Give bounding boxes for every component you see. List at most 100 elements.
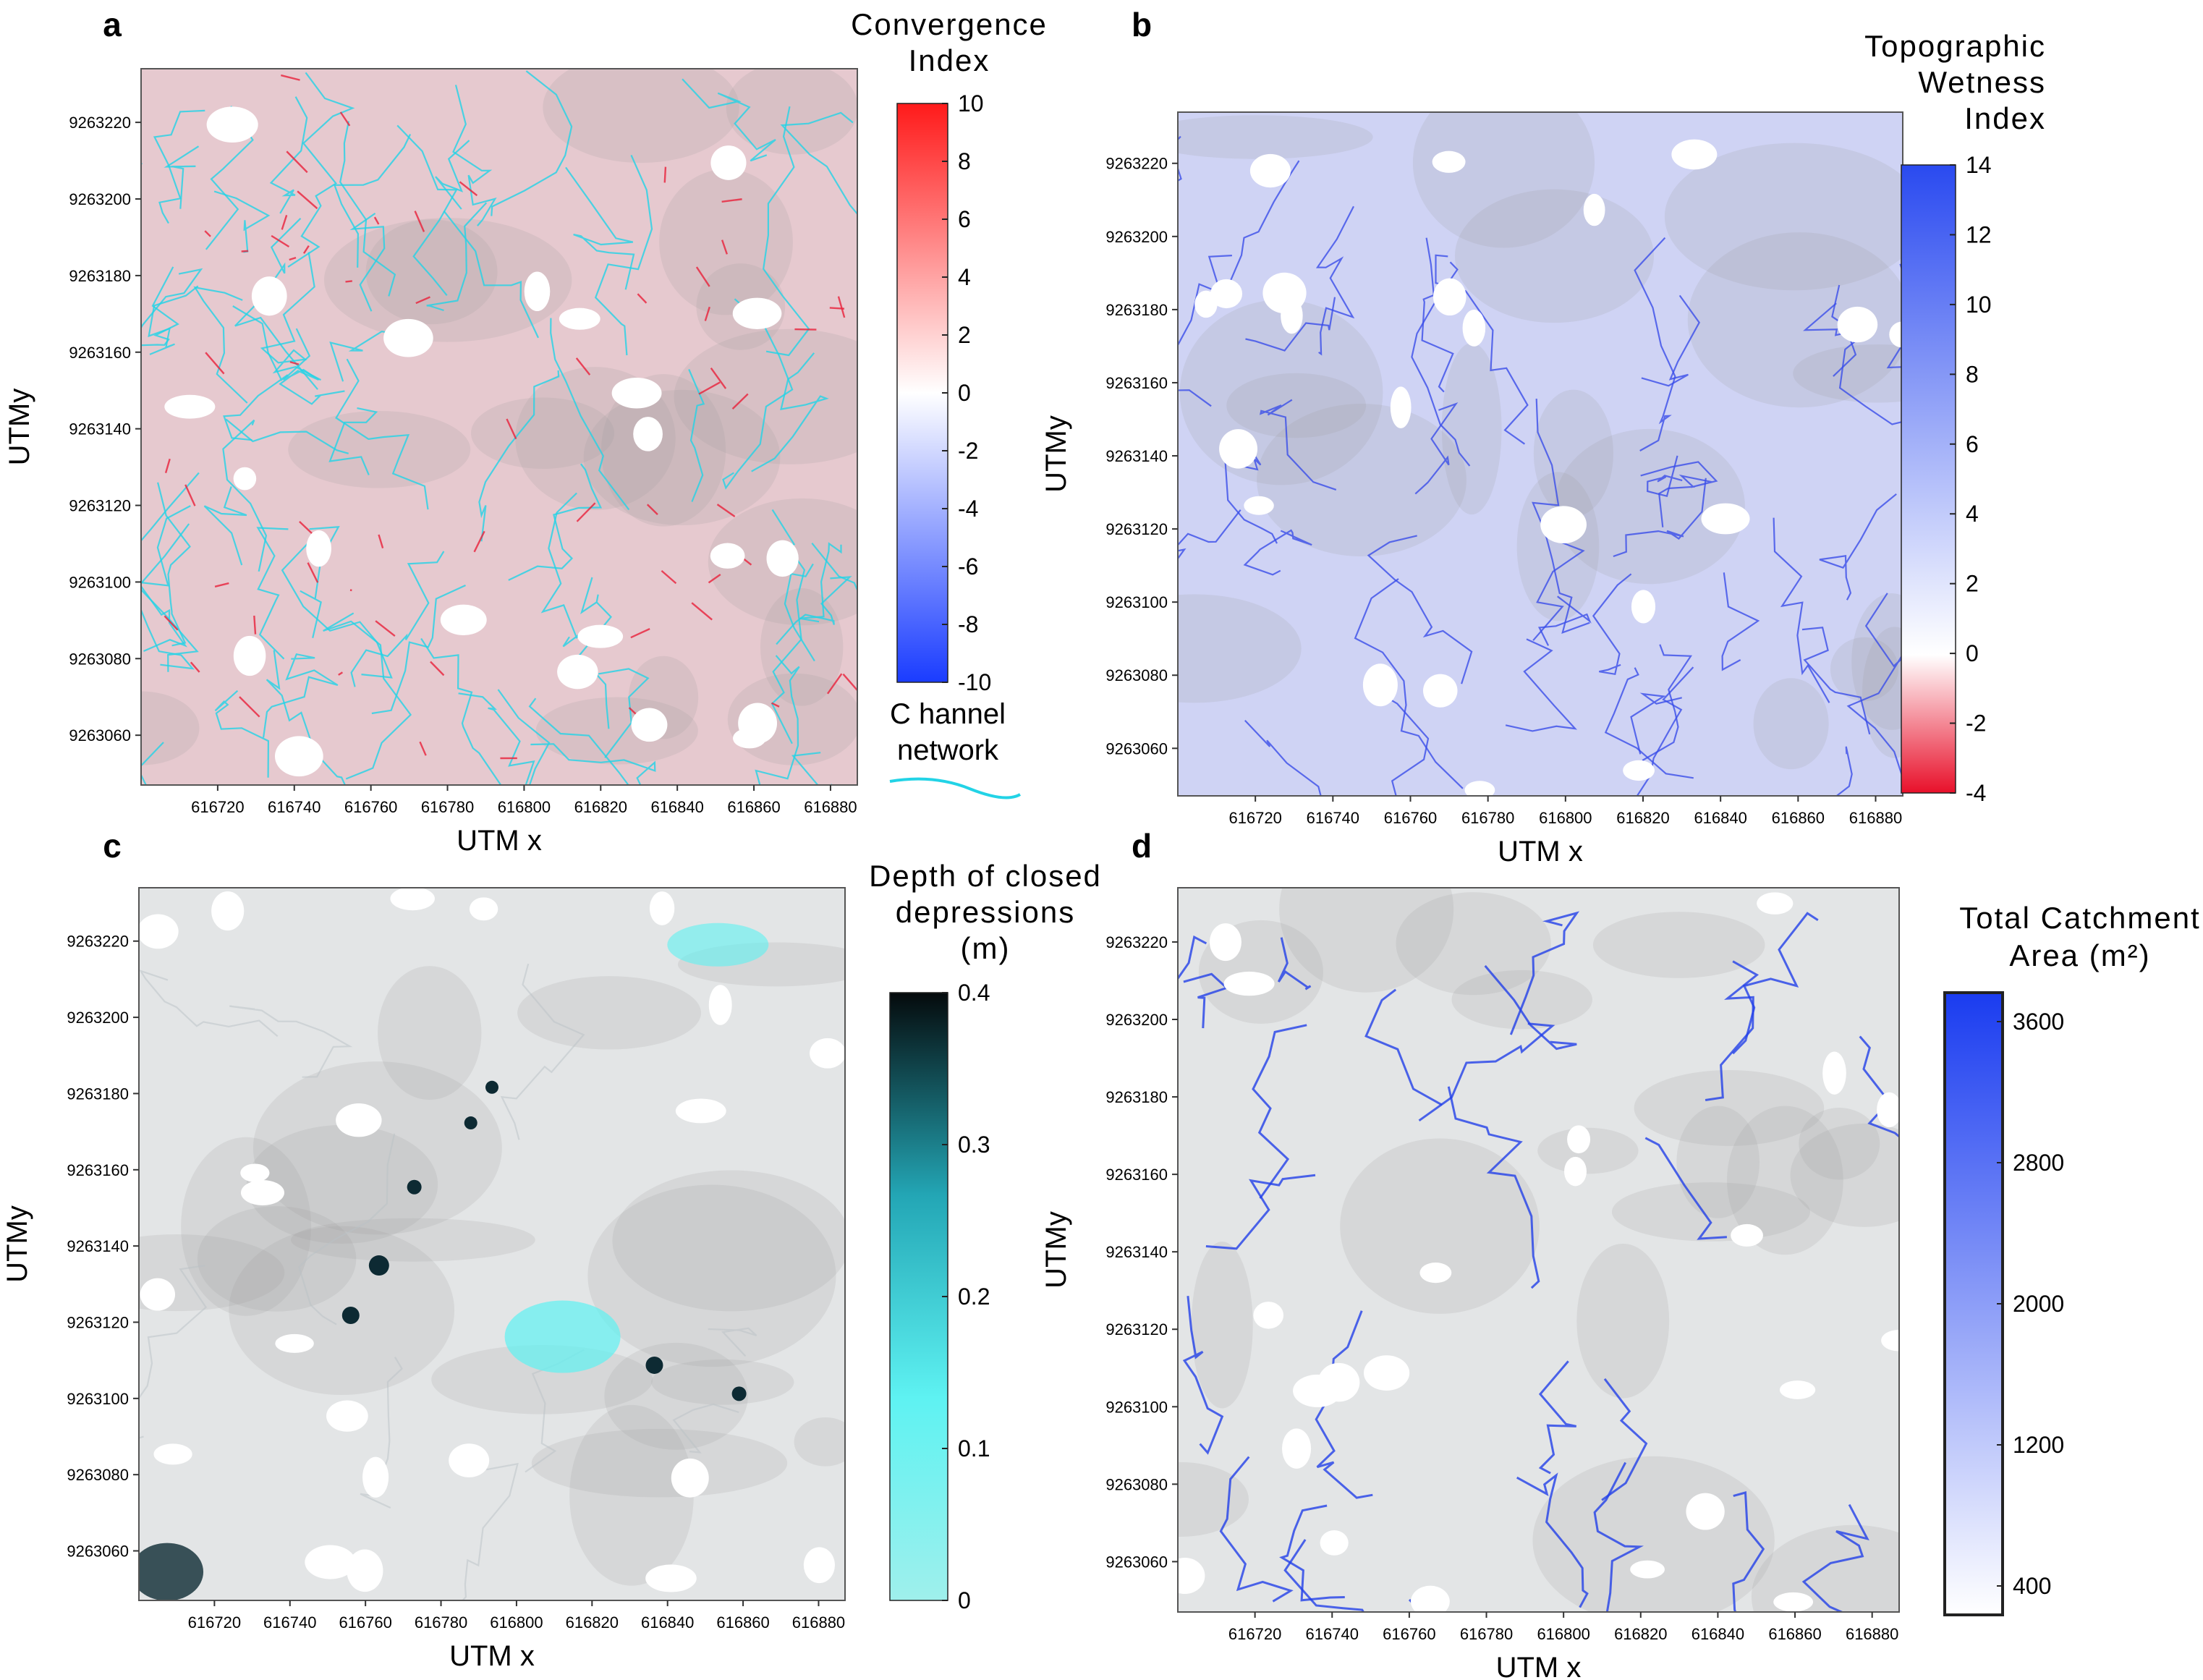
y-tick-label: 9263200 <box>1105 228 1168 246</box>
colorbar <box>889 992 948 1601</box>
colorbar-tick-label: 3600 <box>2013 1009 2064 1035</box>
y-tick-label: 9263080 <box>69 650 131 668</box>
colorbar-tick-label: -4 <box>1966 780 1986 806</box>
legend-title-line: depressions <box>896 895 1075 929</box>
y-tick-label: 9263140 <box>67 1237 129 1255</box>
panel-letter: c <box>103 827 122 865</box>
colorbar-tick-label: 0 <box>1966 640 1979 666</box>
terrain-texture <box>1178 888 1899 1612</box>
y-tick-label: 9263140 <box>1105 1243 1168 1261</box>
colorbar-tick-label: -2 <box>1966 710 1986 737</box>
colorbar-tick-label: 14 <box>1966 152 1992 178</box>
y-axis-label: UTMy <box>1 1205 33 1283</box>
y-tick-label: 9263060 <box>1105 1553 1168 1571</box>
x-axis-label: UTM x <box>1496 1652 1582 1680</box>
legend-title-line: Total Catchment <box>1959 901 2200 935</box>
y-tick-label: 9263080 <box>67 1466 129 1484</box>
y-tick-label: 9263100 <box>1105 593 1168 611</box>
x-tick-label: 616760 <box>339 1613 391 1632</box>
x-tick-label: 616720 <box>188 1613 241 1632</box>
colorbar-tick-label: 10 <box>958 90 984 116</box>
y-tick-label: 9263200 <box>1105 1011 1168 1029</box>
x-tick-label: 616740 <box>1307 809 1359 827</box>
x-tick-label: 616760 <box>1384 809 1437 827</box>
x-tick-label: 616720 <box>1228 1625 1281 1643</box>
channel-legend-label: network <box>897 734 999 766</box>
colorbar-tick-label: 2 <box>958 322 971 348</box>
panel-b: b 616720 616740 616760 616780 616800 616820 616… <box>1040 6 2046 867</box>
x-tick-label: 616860 <box>727 798 780 816</box>
x-tick-label: 616860 <box>1768 1625 1821 1643</box>
legend-title-line: Index <box>1964 101 2046 135</box>
x-tick-label: 616800 <box>1537 1625 1589 1643</box>
y-tick-label: 9263200 <box>69 190 131 208</box>
y-tick-label: 9263080 <box>1105 666 1168 684</box>
colorbar-tick-label: 1200 <box>2013 1432 2064 1458</box>
y-tick-label: 9263120 <box>1105 520 1168 538</box>
colorbar-tick-label: 0.4 <box>958 980 990 1006</box>
x-tick-label: 616720 <box>191 798 244 816</box>
y-tick-label: 9263120 <box>1105 1320 1168 1339</box>
y-tick-label: 9263100 <box>1105 1398 1168 1416</box>
x-tick-label: 616760 <box>344 798 397 816</box>
y-axis-label: UTMy <box>1040 415 1072 493</box>
map-area <box>138 887 846 1601</box>
x-tick-label: 616780 <box>1460 1625 1513 1643</box>
channel-legend-label: C hannel <box>890 698 1006 730</box>
map-frame <box>138 887 846 1601</box>
panel-letter: a <box>103 6 122 43</box>
x-tick-label: 616880 <box>1846 1625 1898 1643</box>
legend-title-line: Index <box>909 43 990 77</box>
panel-letter: b <box>1132 6 1152 43</box>
colorbar-tick-label: 2 <box>1966 571 1979 597</box>
colorbar-tick-label: -2 <box>958 438 978 464</box>
colorbar-tick-label: 8 <box>958 148 971 174</box>
channel-legend-swatch <box>889 777 1022 799</box>
x-axis-label: UTM x <box>449 1640 535 1672</box>
y-tick-label: 9263080 <box>1105 1475 1168 1493</box>
colorbar-tick-label: 4 <box>958 264 971 290</box>
y-axis-label: UTMy <box>1040 1211 1072 1289</box>
y-tick-label: 9263160 <box>1105 1166 1168 1184</box>
y-tick-label: 9263220 <box>1105 933 1168 951</box>
colorbar <box>1943 991 2004 1616</box>
x-tick-label: 616800 <box>490 1613 543 1632</box>
colorbar-tick-label: 0 <box>958 1587 971 1613</box>
y-tick-label: 9263160 <box>69 344 131 362</box>
colorbar-tick-label: 0.1 <box>958 1435 990 1461</box>
x-tick-label: 616800 <box>498 798 551 816</box>
colorbar-tick-label: 6 <box>1966 431 1979 457</box>
colorbar-tick-label: 8 <box>1966 361 1979 387</box>
colorbar-tick-label: 0.2 <box>958 1284 990 1310</box>
y-tick-label: 9263220 <box>67 933 129 951</box>
map-frame <box>1177 887 1900 1613</box>
panel-d: d 616720 616740 616760 616780 616800 616820 616… <box>1040 827 2200 1680</box>
y-tick-label: 9263200 <box>67 1009 129 1027</box>
y-tick-label: 9263120 <box>67 1313 129 1331</box>
x-tick-label: 616860 <box>1772 809 1825 827</box>
y-tick-label: 9263120 <box>69 497 131 515</box>
legend-title-line: Convergence <box>851 7 1048 41</box>
x-tick-label: 616740 <box>1306 1625 1359 1643</box>
colorbar-tick-label: 6 <box>958 206 971 232</box>
y-tick-label: 9263220 <box>1105 155 1168 173</box>
y-tick-label: 9263140 <box>69 420 131 438</box>
y-tick-label: 9263180 <box>69 267 131 285</box>
x-tick-label: 616840 <box>1694 809 1746 827</box>
x-tick-label: 616780 <box>1461 809 1514 827</box>
x-tick-label: 616840 <box>650 798 703 816</box>
y-tick-label: 9263100 <box>69 573 131 591</box>
colorbar-tick-label: 12 <box>1966 221 1992 247</box>
x-tick-label: 616880 <box>804 798 857 816</box>
colorbar-tick-label: 0.3 <box>958 1132 990 1158</box>
x-tick-label: 616840 <box>641 1613 694 1632</box>
y-axis-label: UTMy <box>4 389 35 466</box>
x-tick-label: 616880 <box>792 1613 845 1632</box>
terrain-texture <box>1178 112 1903 796</box>
x-tick-label: 616880 <box>1849 809 1902 827</box>
colorbar-tick-label: 0 <box>958 380 971 406</box>
colorbar-tick-label: 2800 <box>2013 1150 2064 1176</box>
legend-title-line: Topographic <box>1864 29 2046 63</box>
colorbar-tick-label: -6 <box>958 553 978 580</box>
